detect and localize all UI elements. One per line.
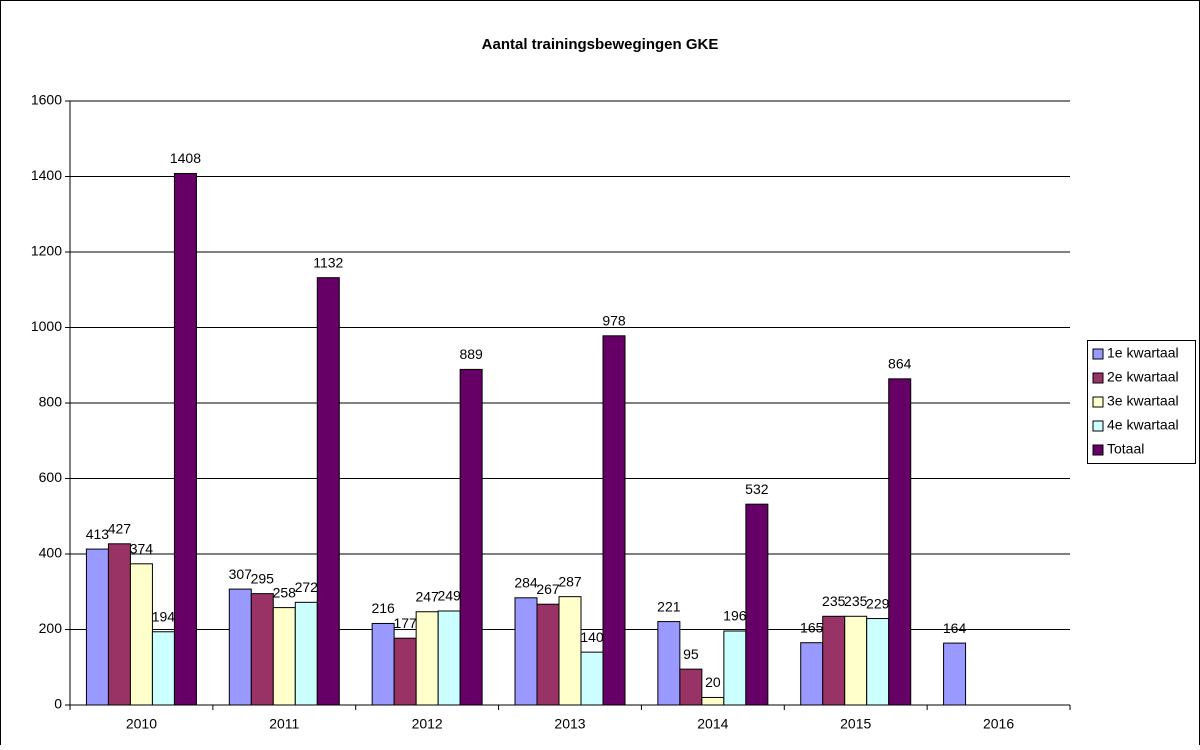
data-label: 295 — [251, 570, 275, 586]
bar — [437, 610, 461, 706]
data-label: 258 — [273, 584, 297, 600]
bar — [800, 642, 824, 706]
data-label: 221 — [657, 598, 681, 614]
bar — [316, 277, 340, 706]
y-tick-label: 400 — [39, 545, 63, 561]
bar — [250, 593, 274, 706]
data-label: 267 — [536, 581, 560, 597]
y-tick-label: 0 — [54, 696, 62, 712]
bar — [393, 637, 417, 706]
legend-label: 2e kwartaal — [1107, 369, 1179, 385]
data-label: 249 — [437, 588, 461, 604]
data-label: 532 — [745, 481, 769, 497]
data-label: 140 — [580, 629, 604, 645]
bar — [514, 597, 538, 706]
data-label: 235 — [822, 593, 846, 609]
bar — [866, 618, 890, 706]
x-tick-label: 2015 — [840, 716, 871, 732]
legend-swatch — [1092, 420, 1104, 432]
data-label: 229 — [866, 595, 890, 611]
bar — [415, 611, 439, 706]
legend-label: 3e kwartaal — [1107, 393, 1179, 409]
x-tick-label: 2011 — [269, 716, 299, 732]
data-label: 307 — [229, 566, 253, 582]
data-label: 247 — [415, 588, 439, 604]
y-tick-label: 200 — [39, 620, 63, 636]
data-label: 20 — [705, 674, 721, 690]
bar — [745, 503, 769, 706]
bar — [173, 172, 197, 706]
y-tick-label: 1400 — [31, 167, 62, 183]
legend-swatch — [1092, 396, 1104, 408]
legend-swatch — [1092, 348, 1104, 360]
bar — [85, 548, 109, 706]
bar — [844, 615, 868, 706]
bar — [602, 335, 626, 706]
y-tick-label: 800 — [39, 394, 63, 410]
bar — [151, 631, 175, 706]
data-label: 287 — [558, 573, 582, 589]
data-label: 194 — [152, 608, 176, 624]
bar — [459, 368, 483, 706]
bar — [129, 563, 153, 706]
data-label: 177 — [393, 615, 417, 631]
bar — [558, 596, 582, 706]
data-label: 427 — [108, 521, 132, 537]
y-tick-label: 1200 — [31, 243, 62, 259]
x-tick-label: 2014 — [697, 716, 728, 732]
data-label: 1132 — [313, 254, 343, 270]
y-tick-label: 1000 — [31, 318, 62, 334]
data-label: 284 — [514, 574, 538, 590]
bar — [943, 642, 967, 706]
bar — [294, 601, 318, 706]
y-tick-label: 1600 — [31, 92, 62, 108]
bar — [657, 621, 681, 706]
bar — [228, 588, 252, 706]
data-label: 889 — [459, 346, 483, 362]
legend-label: 1e kwartaal — [1107, 345, 1179, 361]
legend-label: 4e kwartaal — [1107, 417, 1179, 433]
y-tick-label: 600 — [39, 469, 63, 485]
bar — [272, 607, 296, 706]
x-tick-label: 2016 — [983, 716, 1014, 732]
bar — [580, 651, 604, 706]
data-label: 1408 — [170, 150, 201, 166]
data-label: 374 — [130, 541, 154, 557]
data-label: 978 — [602, 313, 626, 329]
bar — [536, 603, 560, 706]
data-label: 864 — [888, 356, 912, 372]
bar — [822, 615, 846, 706]
bar — [679, 668, 703, 706]
legend-label: Totaal — [1107, 441, 1144, 457]
x-tick-label: 2010 — [126, 716, 157, 732]
legend-swatch — [1092, 372, 1104, 384]
bar — [371, 622, 395, 706]
bar — [107, 543, 131, 706]
data-label: 196 — [723, 608, 747, 624]
data-label: 165 — [800, 619, 824, 635]
data-label: 164 — [943, 620, 967, 636]
bar — [723, 630, 747, 706]
bar — [888, 378, 912, 706]
data-label: 216 — [371, 600, 395, 616]
bar — [701, 696, 725, 706]
data-label: 272 — [295, 579, 319, 595]
legend-box — [1087, 340, 1196, 464]
data-label: 235 — [844, 593, 868, 609]
legend-swatch — [1092, 444, 1104, 456]
x-tick-label: 2013 — [554, 716, 585, 732]
chart-title: Aantal trainingsbewegingen GKE — [482, 36, 719, 53]
x-tick-label: 2012 — [412, 716, 443, 732]
data-label: 95 — [683, 646, 699, 662]
data-label: 413 — [86, 526, 110, 542]
